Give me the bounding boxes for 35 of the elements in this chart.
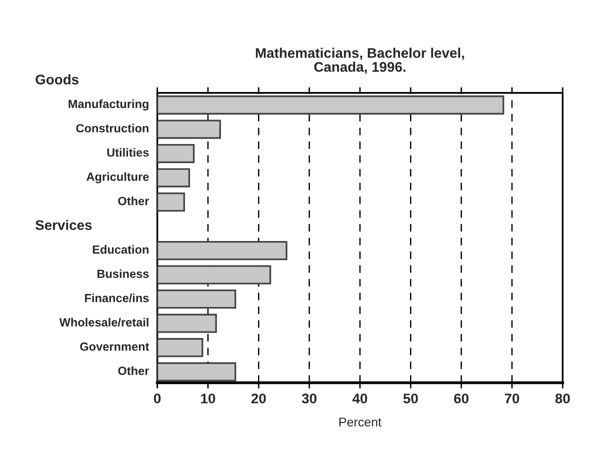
chart-title: Mathematicians, Bachelor level, Canada, 1996. <box>256 48 464 74</box>
bar <box>157 265 272 284</box>
y-tick-label: Agriculture <box>86 172 149 184</box>
bar <box>157 192 185 212</box>
y-tick-label: Manufacturing <box>68 99 148 111</box>
bar <box>157 240 288 260</box>
x-tick-label: 20 <box>251 394 266 404</box>
x-tick-label: 80 <box>555 394 570 404</box>
bar <box>157 95 504 115</box>
y-tick-label: Other <box>118 196 150 206</box>
bar <box>157 314 217 333</box>
x-tick-label: 50 <box>403 394 418 404</box>
x-tick-label: 10 <box>201 394 216 404</box>
y-tick-label: Wholesale/retail <box>59 318 148 327</box>
x-axis-title: Percent <box>339 418 382 426</box>
bar <box>157 290 236 309</box>
y-tick-label: Government <box>80 342 150 351</box>
x-tick-label: 40 <box>352 394 368 404</box>
y-tick-label: Education <box>92 245 148 254</box>
y-tick-label: Business <box>97 269 149 278</box>
bar <box>157 338 204 358</box>
x-tick-label: 0 <box>154 394 161 404</box>
y-tick-label: Utilities <box>107 148 149 157</box>
bar <box>157 120 221 139</box>
bar <box>157 144 195 164</box>
bar <box>157 362 236 382</box>
text: Services <box>35 220 92 230</box>
y-tick-label: Construction <box>76 124 148 132</box>
y-tick-label: Finance/ins <box>85 294 149 302</box>
x-tick-label: 60 <box>454 394 468 404</box>
x-tick-label: 70 <box>504 394 520 404</box>
text: Goods <box>36 74 78 84</box>
y-tick-label: Other <box>118 366 150 376</box>
bar <box>157 168 190 188</box>
x-tick-label: 30 <box>302 394 316 404</box>
